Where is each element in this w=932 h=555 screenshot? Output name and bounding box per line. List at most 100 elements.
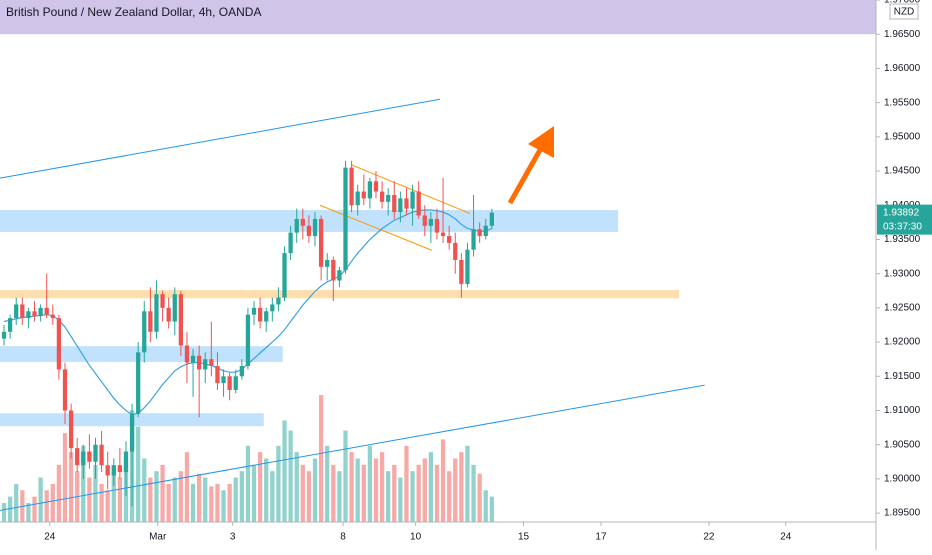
arrow-shaft <box>507 148 543 205</box>
volume-bar <box>465 445 470 522</box>
zone <box>0 0 876 35</box>
candle-body <box>215 366 220 384</box>
volume-bar <box>276 445 281 522</box>
candle-body <box>386 194 391 202</box>
volume-bar <box>477 473 482 522</box>
candle-body <box>257 307 263 322</box>
candle-body <box>136 352 141 414</box>
candle-body <box>227 376 232 390</box>
candle-body <box>233 376 238 390</box>
candle-body <box>483 225 488 237</box>
x-tick-label: Mar <box>149 532 167 543</box>
volume-bar <box>306 471 312 522</box>
candle-body <box>404 198 409 209</box>
axes: 1.89500 1.90000 1.90500 1.91000 1.91500 1.920… <box>44 0 932 543</box>
x-tick-label: 17 <box>595 532 607 543</box>
trend-line <box>319 204 433 251</box>
candle-body <box>239 366 244 377</box>
volume-bar <box>136 426 141 522</box>
volume-bar <box>373 458 379 522</box>
volume-bar <box>62 433 68 522</box>
zone <box>0 346 283 362</box>
volume-bar <box>331 464 336 522</box>
volume-bar <box>453 458 458 522</box>
x-tick-label: 3 <box>230 532 236 543</box>
volume-bar <box>264 458 269 522</box>
candle-body <box>166 307 171 322</box>
volume-bar <box>215 483 220 522</box>
candle-body <box>129 413 135 452</box>
candle-body <box>99 444 104 466</box>
candle-body <box>32 311 37 317</box>
candle-body <box>367 181 373 199</box>
volume-bar <box>32 496 37 522</box>
volume-bar <box>294 452 299 522</box>
candle-body <box>68 410 74 449</box>
volume-bar <box>172 477 177 522</box>
candle-body <box>50 314 55 319</box>
candle-body <box>38 307 43 317</box>
volume-bar <box>428 452 433 522</box>
volume-bar <box>81 445 86 522</box>
volume-bar <box>270 471 275 522</box>
candle-body <box>178 294 183 346</box>
candle-body <box>190 355 196 363</box>
candle-body <box>300 218 305 226</box>
volume-bar <box>142 458 147 522</box>
volume-bar <box>398 477 403 522</box>
volume-bar <box>221 490 226 522</box>
last-price-label: 1.93892 <box>883 207 920 218</box>
candle-body <box>245 314 251 367</box>
candle-body <box>459 259 464 284</box>
y-tick-label: 1.94500 <box>884 166 921 177</box>
candle-body <box>361 191 366 199</box>
volume-bar <box>26 502 31 522</box>
candle-body <box>7 318 13 332</box>
candle-body <box>416 191 421 216</box>
volume-bar <box>288 430 293 522</box>
trend-line <box>351 164 471 214</box>
volume-bar <box>471 464 476 522</box>
candle-body <box>312 218 318 237</box>
candle-body <box>26 311 31 319</box>
volume-bar <box>282 420 287 522</box>
volume-bar <box>489 496 494 522</box>
volume-bar <box>184 452 190 522</box>
volume-bar <box>111 471 116 522</box>
volume-bar <box>392 464 397 522</box>
candle-body <box>197 355 202 370</box>
volume-bar <box>367 445 373 522</box>
volume-bar <box>7 496 13 522</box>
candle-body <box>154 294 159 332</box>
volume-bar <box>459 452 464 522</box>
volume-bar <box>1 502 7 522</box>
candle-body <box>343 167 348 271</box>
volume-bar <box>312 458 318 522</box>
candle-body <box>471 229 476 250</box>
volume-bar <box>416 464 421 522</box>
volume-bar <box>105 490 110 522</box>
candle-body <box>160 294 165 308</box>
volume-bar <box>245 445 251 522</box>
candle-body <box>489 212 494 226</box>
x-tick-label: 8 <box>340 532 346 543</box>
volume-bar <box>257 452 263 522</box>
candle-body <box>270 304 275 312</box>
candle-body <box>477 229 482 237</box>
volume-bar <box>410 471 415 522</box>
trend-line <box>0 384 705 511</box>
currency-label: NZD <box>894 7 915 18</box>
volume-bar <box>343 430 348 522</box>
volume-bar <box>166 483 171 522</box>
trend-line <box>0 98 441 179</box>
candle-body <box>1 331 7 339</box>
volume-bar <box>233 477 238 522</box>
volume-bar <box>209 486 214 522</box>
candle-body <box>410 191 415 209</box>
volume-bar <box>117 477 123 522</box>
volume-bar <box>239 471 244 522</box>
volume-bar <box>300 464 305 522</box>
plot-area <box>0 0 876 522</box>
y-tick-label: 1.97000 <box>884 0 921 6</box>
candle-body <box>172 294 177 322</box>
